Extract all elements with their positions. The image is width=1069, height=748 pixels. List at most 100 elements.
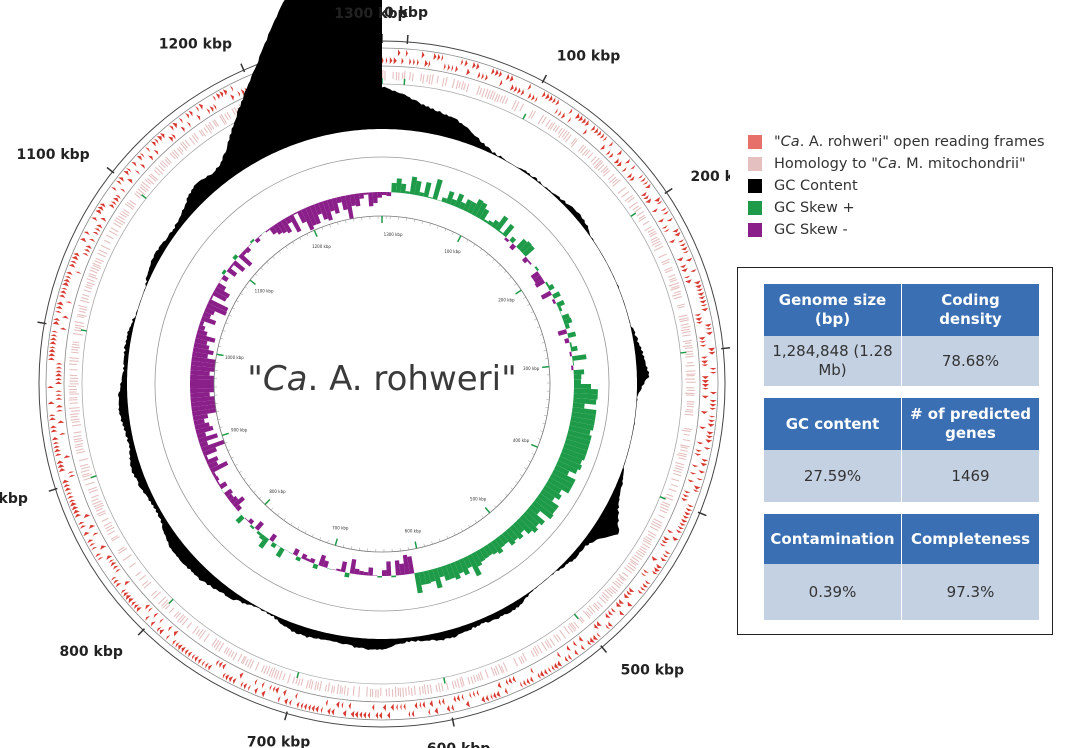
orf-arrow bbox=[71, 256, 79, 261]
orf-arrow bbox=[139, 152, 145, 158]
gc-skew-positive bbox=[256, 530, 262, 536]
orf-arrow bbox=[48, 348, 56, 353]
orf-arrow bbox=[709, 371, 717, 374]
orf-arrow bbox=[663, 228, 670, 232]
genome-size-header: Genome size (bp) bbox=[764, 284, 902, 336]
legend-label: "Ca. A. rohweri" open reading frames bbox=[774, 134, 1045, 150]
orf-arrow bbox=[315, 705, 319, 713]
homology-tick bbox=[214, 640, 222, 651]
homology-tick bbox=[106, 526, 115, 532]
homology-tick bbox=[72, 435, 82, 438]
homology-tick bbox=[84, 481, 95, 486]
orf-arrow bbox=[172, 639, 177, 646]
homology-tick bbox=[478, 87, 483, 95]
homology-tick bbox=[409, 71, 411, 81]
orf-arrow bbox=[473, 690, 476, 698]
orf-arrow bbox=[605, 149, 611, 156]
orf-arrow bbox=[219, 661, 224, 668]
gc-skew-positive bbox=[479, 547, 490, 560]
homology-tick bbox=[637, 549, 646, 556]
outer-kbp-label: 900 kbp bbox=[0, 491, 28, 507]
genome-name-title: "Ca. A. rohweri" bbox=[247, 359, 516, 399]
orf-arrow bbox=[664, 550, 671, 554]
inner-tick bbox=[479, 248, 482, 252]
gc-skew-negative bbox=[190, 396, 215, 403]
orf-arrow bbox=[596, 130, 602, 136]
genome-rings bbox=[37, 34, 730, 728]
homology-tick bbox=[541, 641, 548, 652]
homology-tick bbox=[647, 530, 657, 537]
orf-arrow bbox=[668, 239, 676, 243]
legend-label: GC Skew + bbox=[774, 200, 855, 216]
inner-tick bbox=[523, 296, 526, 299]
homology-tick bbox=[101, 517, 109, 522]
orf-arrow bbox=[95, 553, 102, 558]
homology-tick bbox=[150, 173, 158, 181]
homology-tick bbox=[680, 444, 690, 448]
homology-tick bbox=[671, 478, 680, 482]
homology-tick bbox=[499, 95, 504, 103]
orf-arrow bbox=[273, 685, 276, 693]
orf-arrow bbox=[278, 695, 281, 703]
orf-arrow bbox=[582, 129, 587, 135]
homology-tick bbox=[193, 132, 199, 140]
homology-tick bbox=[465, 83, 470, 93]
gc-skew-negative bbox=[309, 204, 321, 225]
gc-skew-positive bbox=[232, 254, 239, 261]
gc-skew-positive bbox=[509, 524, 524, 540]
homology-tick bbox=[74, 324, 85, 328]
orf-arrow bbox=[696, 441, 704, 445]
green-marker bbox=[522, 113, 527, 120]
completeness-header: Completeness bbox=[901, 514, 1039, 564]
orf-arrow bbox=[508, 677, 513, 684]
orf-arrow bbox=[396, 703, 398, 711]
inner-tick bbox=[510, 487, 513, 490]
homology-tick bbox=[69, 402, 78, 404]
orf-arrow bbox=[55, 366, 63, 369]
green-marker bbox=[443, 677, 446, 684]
inner-tick bbox=[446, 535, 449, 539]
orf-arrow bbox=[654, 197, 660, 202]
gc-skew-negative bbox=[226, 493, 234, 501]
orf-arrow bbox=[657, 218, 664, 223]
gc-skew-negative bbox=[196, 432, 207, 439]
gc-skew-negative bbox=[192, 351, 209, 359]
homology-tick bbox=[100, 244, 111, 251]
gc-skew-negative bbox=[226, 267, 238, 277]
homology-tick bbox=[413, 685, 416, 695]
inner-tick bbox=[312, 533, 314, 537]
homology-tick bbox=[456, 678, 460, 689]
homology-tick bbox=[68, 407, 80, 410]
homology-tick bbox=[533, 645, 540, 655]
inner-tick bbox=[542, 422, 546, 424]
orf-arrow bbox=[65, 301, 73, 304]
homology-tick bbox=[680, 323, 689, 326]
orf-arrow bbox=[232, 678, 237, 685]
gc-skew-positive bbox=[545, 281, 550, 287]
orf-arrow bbox=[191, 653, 196, 660]
gc-skew-positive bbox=[545, 481, 562, 494]
homology-tick bbox=[113, 222, 122, 228]
homology-tick bbox=[339, 685, 342, 695]
homology-tick bbox=[590, 156, 597, 163]
orf-arrow bbox=[254, 678, 258, 686]
gc-skew-negative bbox=[204, 455, 209, 461]
homology-tick bbox=[659, 509, 668, 514]
gc-skew-negative bbox=[318, 201, 329, 220]
homology-tick bbox=[98, 249, 108, 255]
homology-tick bbox=[260, 665, 265, 673]
homology-tick bbox=[437, 682, 441, 693]
orf-arrow bbox=[62, 479, 69, 484]
orf-arrow bbox=[48, 346, 56, 349]
orf-arrow bbox=[709, 403, 717, 407]
orf-arrow bbox=[131, 601, 137, 607]
homology-tick bbox=[459, 677, 464, 688]
gc-skew-positive bbox=[547, 283, 555, 291]
legend-label: GC Skew - bbox=[774, 222, 848, 238]
gc-skew-positive bbox=[564, 438, 589, 451]
orf-arrow bbox=[48, 414, 56, 417]
orf-arrow bbox=[596, 632, 602, 638]
homology-tick bbox=[552, 124, 558, 132]
orf-arrow bbox=[57, 464, 65, 469]
homology-tick bbox=[651, 240, 661, 246]
